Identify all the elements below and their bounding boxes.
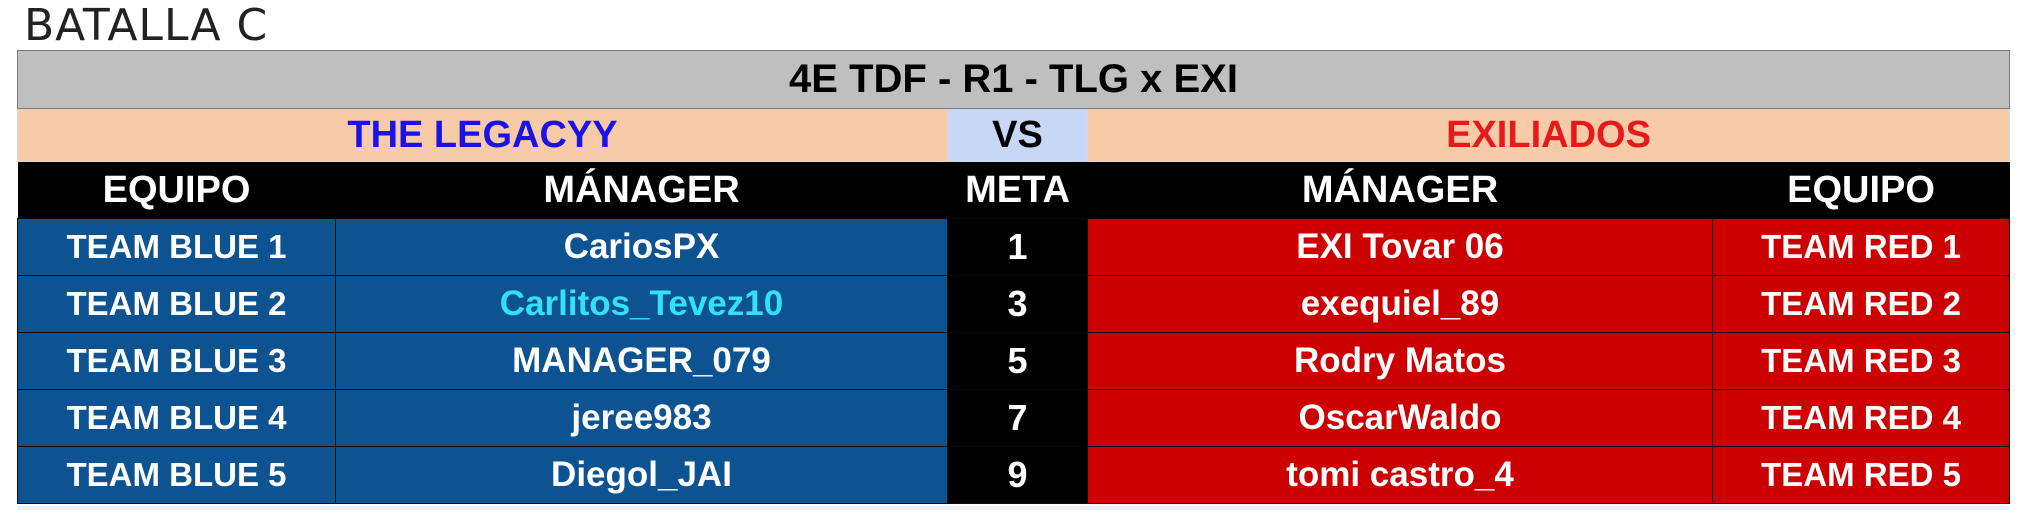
title-row: 4E TDF - R1 - TLG x EXI	[16, 50, 2011, 109]
table-row: TEAM BLUE 2 Carlitos_Tevez10 3 exequiel_…	[17, 275, 2011, 333]
sheet-heading: BATALLA C	[24, 0, 269, 51]
table-row: TEAM BLUE 1 CariosPX 1 EXI Tovar 06 TEAM…	[17, 218, 2011, 276]
header-row: EQUIPO MÁNAGER META MÁNAGER EQUIPO	[17, 161, 2010, 219]
red-team-cell: TEAM RED 2	[1711, 275, 2011, 333]
red-team-cell: TEAM RED 5	[1711, 446, 2011, 504]
blue-manager-cell: CariosPX	[335, 218, 948, 276]
red-team-cell: TEAM RED 1	[1711, 218, 2011, 276]
vs-label: VS	[947, 108, 1088, 162]
blue-manager-cell: Diegol_JAI	[335, 446, 948, 504]
team-right-name: EXILIADOS	[1086, 108, 2011, 162]
header-manager-right: MÁNAGER	[1087, 161, 1713, 219]
blue-team-cell: TEAM BLUE 1	[17, 218, 336, 276]
divider	[17, 506, 2009, 510]
red-manager-cell: tomi castro_4	[1087, 446, 1713, 504]
blue-team-cell: TEAM BLUE 2	[17, 275, 336, 333]
header-meta: META	[947, 161, 1088, 219]
red-manager-cell: EXI Tovar 06	[1087, 218, 1713, 276]
match-table: 4E TDF - R1 - TLG x EXI THE LEGACYY VS E…	[16, 50, 2011, 504]
meta-cell: 9	[947, 446, 1088, 504]
red-team-cell: TEAM RED 3	[1711, 332, 2011, 390]
meta-cell: 3	[947, 275, 1088, 333]
blue-team-cell: TEAM BLUE 4	[17, 389, 336, 447]
blue-team-cell: TEAM BLUE 3	[17, 332, 336, 390]
table-row: TEAM BLUE 4 jeree983 7 OscarWaldo TEAM R…	[17, 389, 2011, 447]
red-manager-cell: OscarWaldo	[1087, 389, 1713, 447]
red-manager-cell: exequiel_89	[1087, 275, 1713, 333]
red-manager-cell: Rodry Matos	[1087, 332, 1713, 390]
teams-row: THE LEGACYY VS EXILIADOS	[17, 108, 2011, 162]
team-left-name: THE LEGACYY	[17, 108, 948, 162]
red-team-cell: TEAM RED 4	[1711, 389, 2011, 447]
table-row: TEAM BLUE 5 Diegol_JAI 9 tomi castro_4 T…	[17, 446, 2011, 504]
meta-cell: 1	[947, 218, 1088, 276]
blue-manager-cell-highlighted: Carlitos_Tevez10	[335, 275, 948, 333]
blue-manager-cell: jeree983	[335, 389, 948, 447]
header-equipo-left: EQUIPO	[17, 161, 336, 219]
blue-team-cell: TEAM BLUE 5	[17, 446, 336, 504]
blue-manager-cell: MANAGER_079	[335, 332, 948, 390]
table-row: TEAM BLUE 3 MANAGER_079 5 Rodry Matos TE…	[17, 332, 2011, 390]
meta-cell: 7	[947, 389, 1088, 447]
header-equipo-right: EQUIPO	[1712, 161, 2010, 219]
header-manager-left: MÁNAGER	[335, 161, 948, 219]
match-title: 4E TDF - R1 - TLG x EXI	[16, 50, 2011, 109]
meta-cell: 5	[947, 332, 1088, 390]
